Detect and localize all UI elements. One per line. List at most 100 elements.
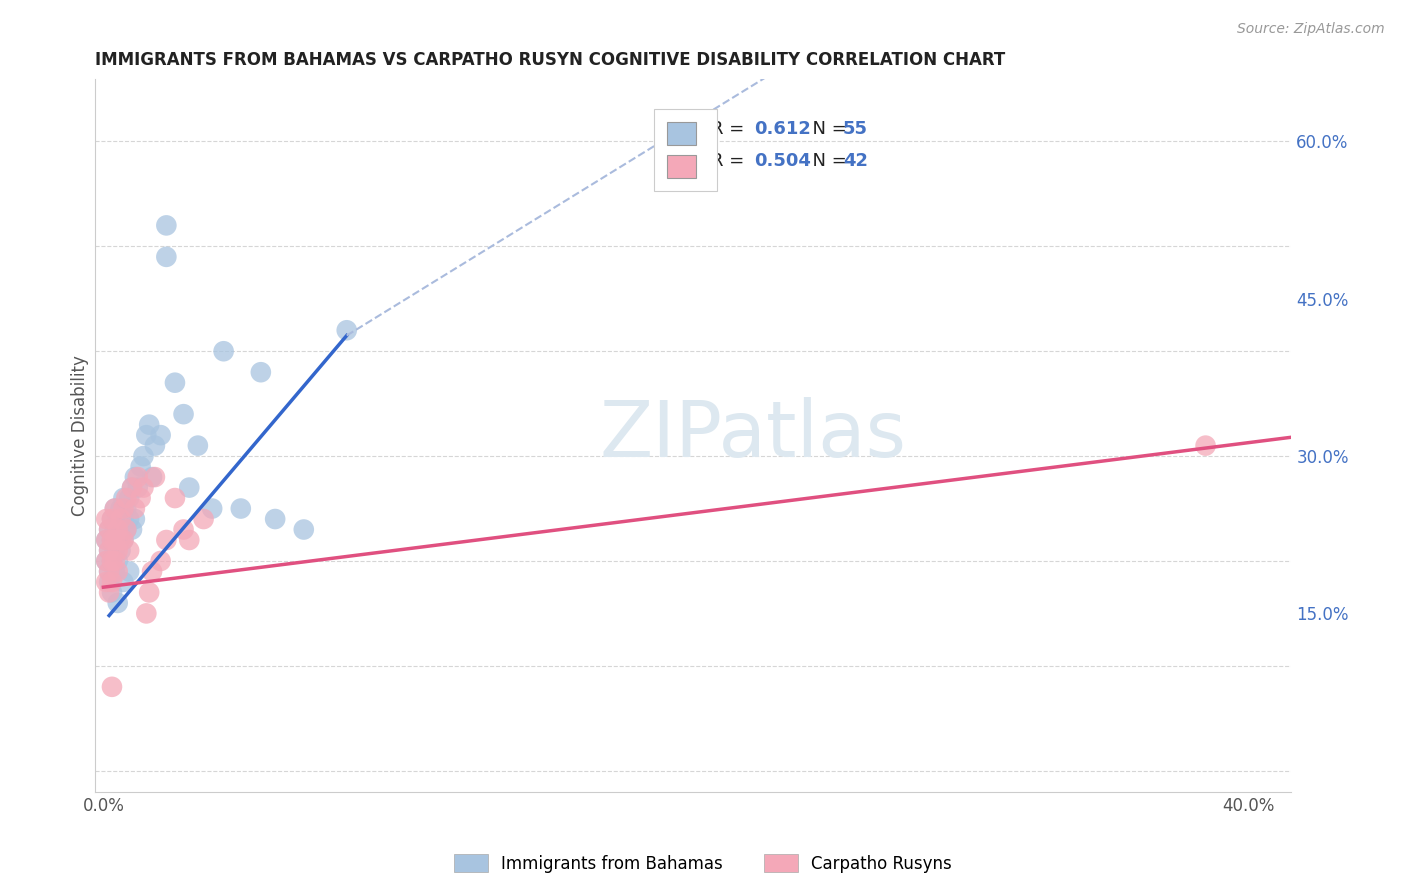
Point xyxy=(96,554,118,568)
Point xyxy=(143,470,166,484)
Point xyxy=(98,565,121,579)
Point xyxy=(98,543,121,558)
Point xyxy=(96,533,118,547)
Point xyxy=(96,533,118,547)
Point xyxy=(107,543,129,558)
Point xyxy=(121,523,143,537)
Point xyxy=(101,585,124,599)
Point xyxy=(110,533,132,547)
Point xyxy=(163,491,186,505)
Text: R =: R = xyxy=(711,120,749,138)
Point xyxy=(118,565,141,579)
Point xyxy=(104,501,127,516)
Point xyxy=(112,512,135,526)
Point xyxy=(149,554,172,568)
Point xyxy=(124,470,146,484)
Text: R =: R = xyxy=(711,152,749,170)
Point xyxy=(104,501,127,516)
Point xyxy=(193,512,215,526)
Point xyxy=(121,481,143,495)
Point xyxy=(129,491,152,505)
Point xyxy=(110,543,132,558)
Text: Source: ZipAtlas.com: Source: ZipAtlas.com xyxy=(1237,22,1385,37)
Point xyxy=(96,512,118,526)
Point xyxy=(104,565,127,579)
Point xyxy=(98,565,121,579)
Point xyxy=(250,365,273,379)
Point xyxy=(124,501,146,516)
Text: 55: 55 xyxy=(842,120,868,138)
Point xyxy=(101,554,124,568)
Point xyxy=(107,565,129,579)
Point xyxy=(101,680,124,694)
Point xyxy=(101,533,124,547)
Point xyxy=(112,574,135,589)
Point xyxy=(104,523,127,537)
Point xyxy=(141,565,163,579)
Point xyxy=(98,523,121,537)
Point xyxy=(101,574,124,589)
Point xyxy=(110,523,132,537)
Point xyxy=(118,543,141,558)
Point xyxy=(112,533,135,547)
Point xyxy=(173,407,195,421)
Point xyxy=(179,533,201,547)
Text: N =: N = xyxy=(801,120,852,138)
Text: 0.504: 0.504 xyxy=(754,152,811,170)
Point xyxy=(98,574,121,589)
Point xyxy=(212,344,235,359)
Point xyxy=(132,449,155,463)
Point xyxy=(101,512,124,526)
Point xyxy=(107,533,129,547)
Point xyxy=(141,470,163,484)
Point xyxy=(179,481,201,495)
Point xyxy=(112,533,135,547)
Y-axis label: Cognitive Disability: Cognitive Disability xyxy=(72,355,89,516)
Point xyxy=(121,481,143,495)
Point xyxy=(107,512,129,526)
Point xyxy=(107,596,129,610)
Point xyxy=(101,554,124,568)
Text: ZIPatlas: ZIPatlas xyxy=(599,397,907,473)
Point xyxy=(115,523,138,537)
Point xyxy=(118,491,141,505)
Point xyxy=(135,607,157,621)
Point xyxy=(104,554,127,568)
Point xyxy=(149,428,172,442)
Point xyxy=(101,533,124,547)
Point xyxy=(1194,439,1216,453)
Text: 42: 42 xyxy=(842,152,868,170)
Point xyxy=(129,459,152,474)
Point xyxy=(104,543,127,558)
Point xyxy=(201,501,224,516)
Point xyxy=(336,323,359,337)
Point xyxy=(135,428,157,442)
Point xyxy=(107,554,129,568)
Point xyxy=(110,512,132,526)
Text: IMMIGRANTS FROM BAHAMAS VS CARPATHO RUSYN COGNITIVE DISABILITY CORRELATION CHART: IMMIGRANTS FROM BAHAMAS VS CARPATHO RUSY… xyxy=(94,51,1005,69)
Point xyxy=(143,439,166,453)
Point xyxy=(115,501,138,516)
Point xyxy=(115,491,138,505)
Point xyxy=(155,250,177,264)
Point xyxy=(292,523,315,537)
Legend: Immigrants from Bahamas, Carpatho Rusyns: Immigrants from Bahamas, Carpatho Rusyns xyxy=(447,847,959,880)
Point xyxy=(173,523,195,537)
Point xyxy=(98,543,121,558)
Point xyxy=(138,585,160,599)
Legend: , : , xyxy=(654,109,717,191)
Point xyxy=(163,376,186,390)
Point xyxy=(118,512,141,526)
Point xyxy=(112,501,135,516)
Point xyxy=(187,439,209,453)
Point xyxy=(155,219,177,233)
Point xyxy=(132,481,155,495)
Point xyxy=(101,512,124,526)
Point xyxy=(155,533,177,547)
Point xyxy=(115,523,138,537)
Point xyxy=(112,491,135,505)
Point xyxy=(96,574,118,589)
Point xyxy=(96,554,118,568)
Point xyxy=(104,533,127,547)
Point xyxy=(124,512,146,526)
